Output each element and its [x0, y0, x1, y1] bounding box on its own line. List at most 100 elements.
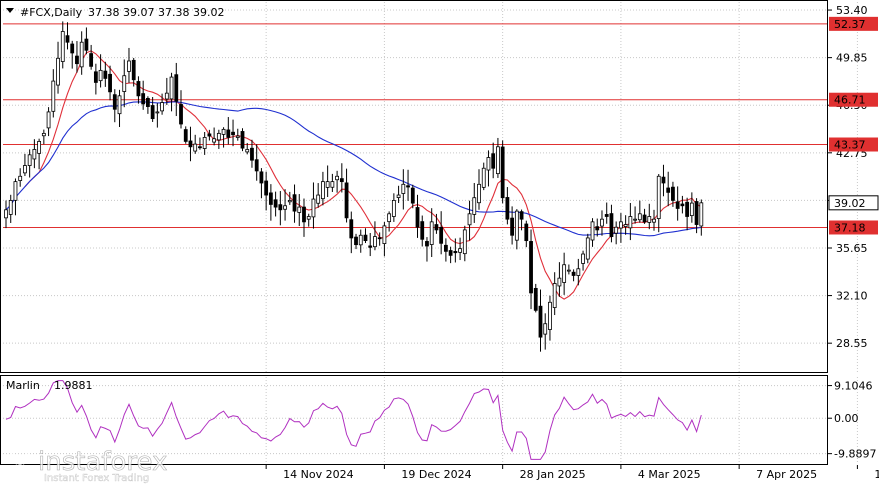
candles	[4, 21, 704, 352]
candle-body	[368, 245, 373, 248]
candle-body	[458, 248, 462, 253]
level-lines	[3, 23, 827, 228]
candle-body	[694, 201, 699, 225]
level-price-tag	[829, 220, 878, 235]
candle-body	[552, 283, 557, 308]
candle-body	[18, 175, 23, 181]
candle-body	[150, 105, 155, 120]
candle-body	[486, 157, 491, 171]
candle-body	[661, 176, 666, 184]
date-axis: 14 Nov 2024 19 Dec 2024 28 Jan 2025 4 Mar 2…	[265, 465, 879, 481]
candle-body	[169, 76, 174, 100]
candle-body	[179, 104, 183, 125]
candle-body	[84, 38, 89, 51]
candle-body	[448, 250, 453, 256]
candle-body	[37, 141, 42, 154]
candle-body	[311, 198, 316, 218]
candle-body	[330, 181, 335, 188]
candle-body	[325, 181, 330, 188]
candle-body	[467, 213, 472, 226]
candle-body	[79, 41, 84, 68]
candle-body	[117, 95, 122, 115]
candle-body	[278, 204, 283, 211]
candle-body	[207, 133, 212, 137]
candle-body	[529, 241, 533, 294]
candle-body	[226, 129, 231, 138]
candle-body	[524, 223, 529, 242]
candle-body	[23, 165, 27, 174]
candle-body	[254, 159, 259, 172]
candle-body	[344, 182, 349, 219]
candle-body	[145, 97, 150, 107]
level-price-label: 37.18	[834, 221, 866, 234]
level-price-label: 43.37	[834, 139, 866, 152]
candle-body	[136, 81, 141, 97]
candle-body	[576, 268, 581, 276]
oscillator-name: Marlin	[6, 379, 40, 392]
candle-body	[98, 69, 103, 82]
candle-body	[619, 221, 623, 229]
candle-body	[642, 214, 647, 223]
candle-body	[155, 111, 160, 114]
candle-body	[56, 57, 60, 86]
candle-body	[363, 234, 368, 242]
level-price-tag	[829, 16, 878, 31]
candle-body	[406, 185, 410, 188]
watermark: instaforex Instant Forex Trading	[8, 447, 168, 484]
candle-body	[637, 213, 642, 221]
candle-body	[387, 213, 392, 223]
candle-body	[410, 187, 415, 204]
candle-body	[103, 70, 108, 79]
candle-body	[519, 211, 524, 220]
candle-body	[127, 60, 131, 72]
level-price-label: 52.37	[834, 18, 866, 31]
level-price-tag	[829, 92, 878, 107]
candle-body	[70, 43, 75, 54]
osc-tick-label: 0.00	[834, 412, 859, 425]
date-tick-label: 4 Mar 2025	[638, 468, 701, 481]
candle-body	[287, 200, 292, 203]
candle-body	[581, 253, 585, 264]
candle-body	[51, 80, 56, 112]
date-tick-label: 19 Dec 2024	[401, 468, 471, 481]
candle-body	[675, 201, 680, 209]
candle-body	[354, 236, 358, 246]
candle-body	[652, 218, 656, 223]
candle-body	[268, 192, 273, 205]
candle-body	[566, 269, 571, 272]
candle-body	[491, 153, 496, 169]
candle-body	[212, 138, 217, 143]
candle-body	[401, 183, 406, 194]
candle-body	[510, 217, 515, 236]
candle-body	[590, 221, 595, 241]
candle-body	[231, 131, 235, 136]
last-price-label: 39.02	[834, 197, 866, 210]
candle-body	[600, 218, 604, 227]
date-tick-label: 7 Apr 2025	[756, 468, 817, 481]
candle-body	[202, 136, 207, 149]
candle-body	[321, 181, 325, 200]
candle-body	[604, 214, 609, 217]
candle-body	[13, 181, 18, 201]
candle-body	[358, 234, 363, 246]
last-price-tag	[828, 195, 879, 211]
candle-body	[292, 194, 297, 212]
candle-body	[188, 140, 193, 148]
candle-body	[443, 244, 448, 252]
candle-body	[141, 93, 146, 105]
candle-body	[396, 194, 401, 199]
oscillator-series	[5, 380, 702, 460]
candle-body	[4, 209, 8, 219]
price-tick-label: 28.55	[836, 337, 868, 350]
candle-body	[477, 183, 481, 204]
candle-body	[562, 264, 567, 283]
candle-body	[164, 92, 169, 100]
candle-body	[349, 219, 354, 239]
collapse-triangle-icon[interactable]	[6, 8, 14, 13]
price-tick-label: 49.85	[836, 52, 868, 65]
candle-body	[481, 167, 486, 188]
candle-body	[680, 203, 685, 207]
candle-body	[160, 102, 164, 112]
date-tick-label: 28 Jan 2025	[520, 468, 586, 481]
candle-body	[685, 201, 690, 217]
